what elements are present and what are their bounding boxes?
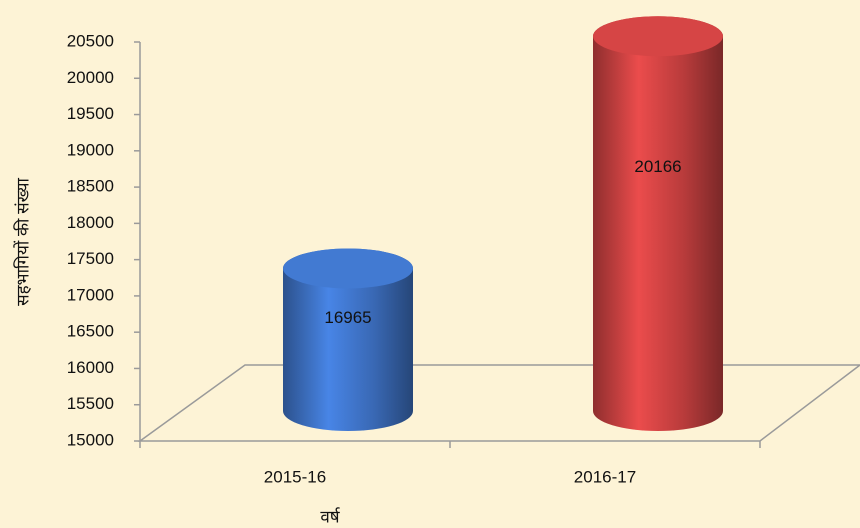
y-tick-label: 15500 [67,394,114,413]
y-tick-label: 18000 [67,213,114,232]
y-axis-label: सहभागियों की संख्या [12,178,32,306]
y-tick-label: 17500 [67,249,114,268]
y-tick-label: 16500 [67,322,114,341]
bar-top [593,16,723,57]
x-axis-label: वर्ष [320,506,340,526]
y-tick-label: 16000 [67,358,114,377]
bar [593,16,723,431]
y-tick-label: 18500 [67,177,114,196]
bar-top [283,248,413,289]
y-tick-label: 20500 [67,31,114,50]
y-tick-label: 19500 [67,104,114,123]
data-label: 20166 [634,157,681,176]
x-tick-label: 2015-16 [264,467,326,486]
y-tick-label: 20000 [67,68,114,87]
data-label: 16965 [324,308,371,327]
bar [283,248,413,431]
y-tick-label: 17000 [67,285,114,304]
x-tick-label: 2016-17 [574,467,636,486]
floor [137,364,860,442]
y-tick-label: 19000 [67,140,114,159]
y-tick-label: 15000 [67,430,114,449]
